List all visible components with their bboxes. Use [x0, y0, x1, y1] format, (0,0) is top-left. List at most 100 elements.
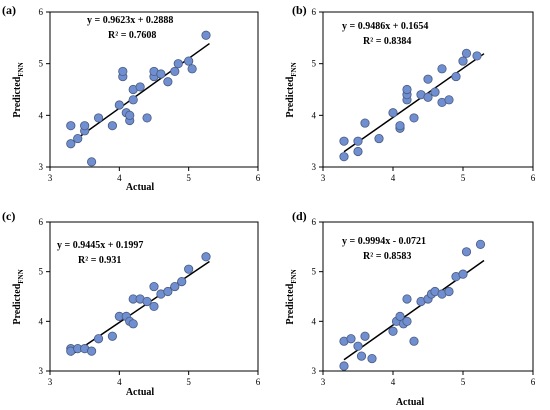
- data-point: [444, 95, 454, 105]
- y-tick-label: 5: [39, 267, 44, 277]
- data-point: [475, 239, 486, 249]
- r-squared-label: R² = 0.931: [78, 255, 121, 266]
- x-axis-title: Actual: [126, 182, 155, 193]
- data-point: [66, 139, 76, 149]
- plot-frame: [322, 11, 534, 168]
- data-point: [107, 331, 118, 341]
- data-point: [346, 334, 356, 344]
- data-point: [163, 77, 173, 87]
- x-tick-label: 4: [117, 173, 122, 183]
- data-point: [87, 346, 97, 356]
- y-axis-title-main: Predicted: [12, 76, 23, 117]
- r-squared-label: R² = 0.8384: [363, 36, 411, 47]
- data-point: [184, 264, 194, 274]
- data-point: [458, 56, 468, 66]
- data-point: [142, 113, 152, 123]
- y-axis-title: PredictedFNN: [285, 62, 298, 117]
- y-tick-label: 5: [312, 267, 317, 277]
- data-point: [201, 252, 211, 262]
- data-point: [339, 361, 349, 371]
- data-point: [402, 316, 412, 326]
- y-tick-label: 4: [39, 316, 44, 326]
- y-axis-title-subscript: FNN: [17, 62, 25, 76]
- data-point: [388, 108, 398, 118]
- plot-frame: [49, 221, 259, 372]
- r-squared-label: R² = 0.7608: [108, 30, 156, 41]
- regression-equation: y = 0.9623x + 0.2888: [87, 15, 173, 26]
- data-point: [367, 353, 377, 364]
- data-point: [149, 281, 159, 292]
- data-point: [114, 100, 124, 110]
- data-point: [423, 74, 433, 84]
- x-tick-label: 6: [531, 173, 536, 183]
- data-point: [135, 82, 145, 92]
- data-point: [461, 48, 472, 58]
- data-point: [170, 281, 180, 292]
- data-point: [444, 286, 454, 297]
- panel-label: (a): [2, 3, 16, 17]
- y-tick-label: 5: [39, 59, 44, 69]
- data-point: [395, 311, 405, 321]
- x-tick-label: 3: [48, 377, 53, 387]
- panel-label: (c): [2, 209, 15, 223]
- y-tick-label: 3: [312, 366, 317, 376]
- data-point: [149, 301, 159, 312]
- data-point: [187, 64, 197, 74]
- panel-b: (b) 3 4 5 6 3 4 5 6 PredictedFNN y = 0.9486x + 0.1…: [285, 3, 536, 183]
- data-point: [388, 326, 398, 336]
- data-point: [402, 84, 412, 95]
- panel-a: (a) 3 4 5 6 3 4 5 6 PredictedFNN Actual y = 0.9623x…: [2, 3, 261, 193]
- x-axis-title: Actual: [396, 397, 425, 408]
- x-tick-label: 6: [256, 173, 261, 183]
- data-point: [353, 146, 363, 157]
- y-tick-label: 5: [312, 59, 317, 69]
- r-squared-label: R² = 0.8583: [363, 251, 411, 262]
- data-point: [360, 118, 370, 128]
- trend-line: [343, 53, 485, 153]
- y-tick-label: 3: [39, 162, 44, 172]
- data-point: [423, 92, 433, 102]
- data-point: [402, 294, 412, 304]
- trend-line: [70, 260, 210, 356]
- y-tick-label: 3: [39, 366, 44, 376]
- data-point: [177, 276, 187, 287]
- data-point: [118, 66, 128, 77]
- x-tick-label: 3: [321, 377, 326, 387]
- x-tick-label: 6: [531, 377, 536, 387]
- y-axis-title-main: Predicted: [12, 283, 23, 324]
- data-point: [353, 136, 363, 146]
- y-axis-title-subscript: FNN: [290, 269, 298, 283]
- data-point: [353, 341, 363, 351]
- y-axis-title-main: Predicted: [285, 283, 296, 324]
- data-point: [201, 30, 211, 40]
- data-point: [170, 66, 180, 77]
- y-axis-title: PredictedFNN: [12, 62, 25, 117]
- x-tick-label: 4: [391, 377, 396, 387]
- y-tick-label: 4: [39, 110, 44, 120]
- x-tick-label: 5: [461, 377, 466, 387]
- y-axis-title-subscript: FNN: [290, 62, 298, 76]
- data-point: [80, 121, 90, 131]
- data-point: [156, 69, 166, 79]
- data-point: [125, 110, 135, 120]
- data-point: [93, 113, 104, 123]
- panel-label: (d): [292, 209, 307, 223]
- plot-frame: [322, 221, 534, 372]
- plot-frame: [49, 11, 259, 168]
- data-point: [437, 64, 447, 74]
- data-point: [472, 51, 482, 61]
- data-point: [93, 334, 104, 344]
- regression-equation: y = 0.9486x + 0.1654: [342, 21, 428, 32]
- y-tick-label: 4: [312, 110, 317, 120]
- regression-equation: y = 0.9994x - 0.0721: [342, 236, 426, 247]
- regression-equation: y = 0.9445x + 0.1997: [57, 240, 143, 251]
- y-tick-label: 6: [312, 7, 317, 17]
- x-tick-label: 3: [321, 173, 326, 183]
- data-point: [339, 136, 349, 146]
- data-point: [142, 296, 152, 307]
- data-point: [128, 319, 138, 329]
- data-point: [409, 336, 419, 346]
- data-point: [395, 121, 405, 131]
- y-tick-label: 4: [312, 316, 317, 326]
